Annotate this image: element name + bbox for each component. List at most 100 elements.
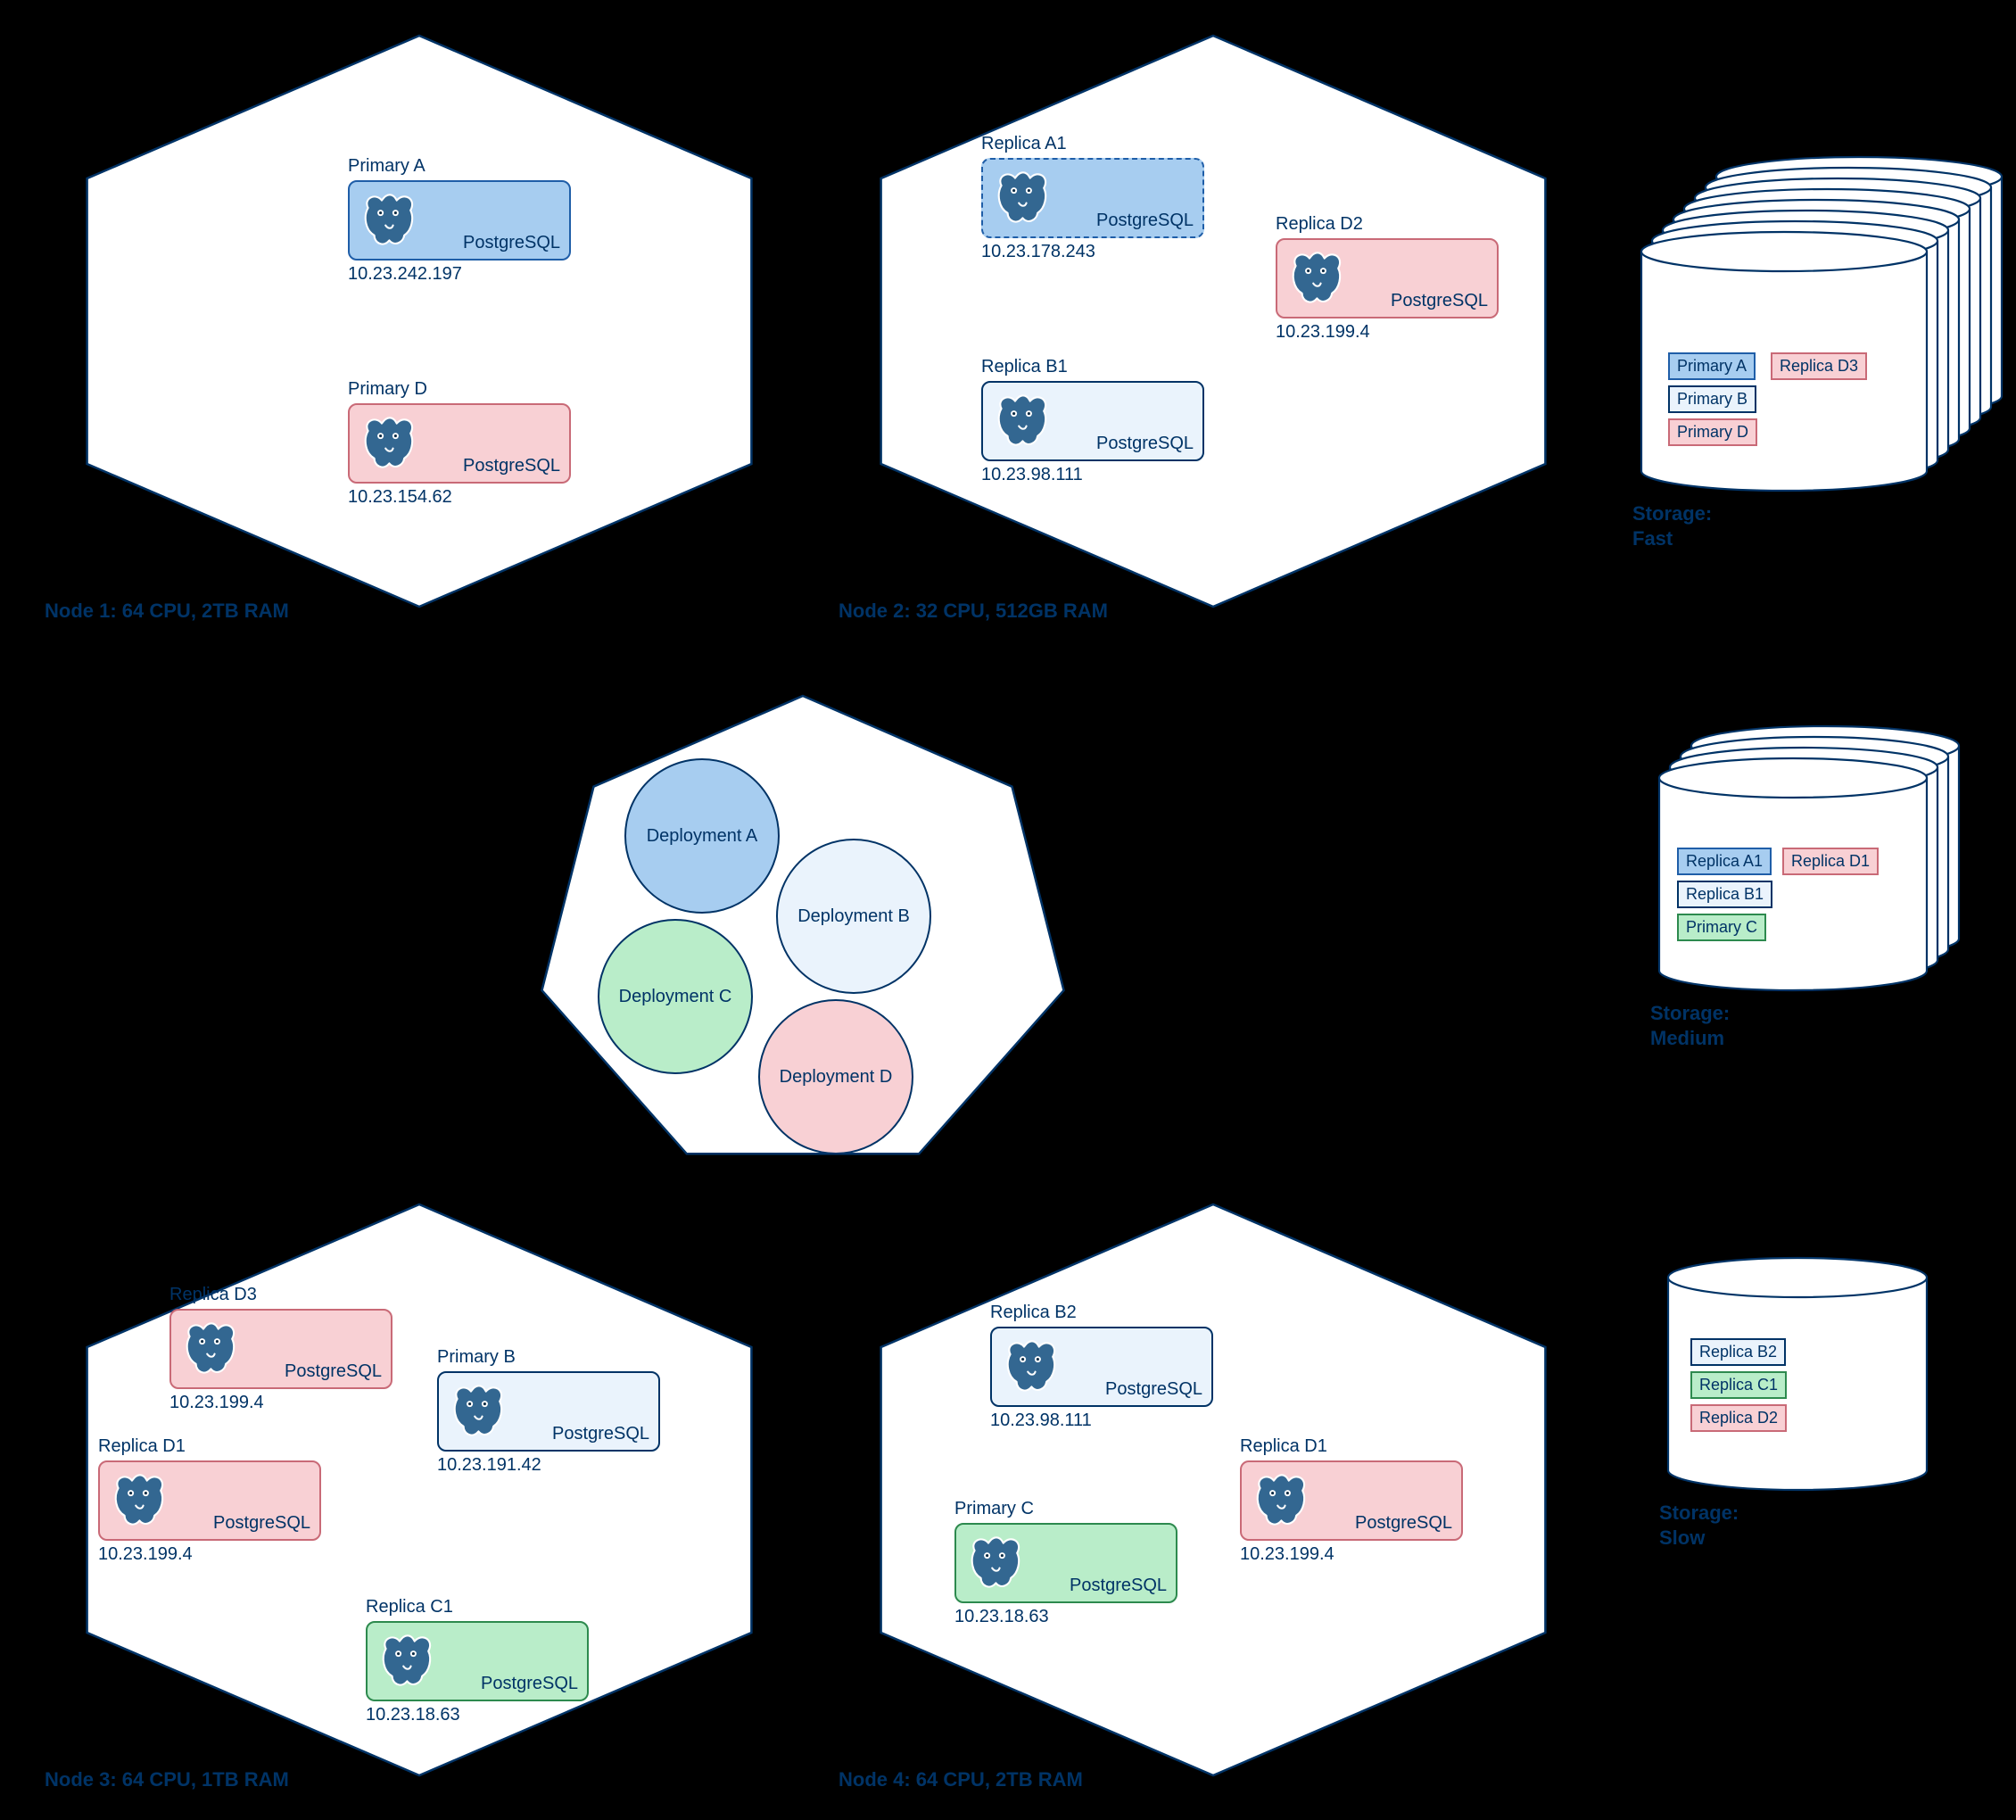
instance-box: PostgreSQL — [954, 1523, 1177, 1603]
storage-cylinder-top — [1668, 1258, 1927, 1297]
instance-engine-label: PostgreSQL — [1105, 1379, 1202, 1400]
instance-title: Primary A — [348, 156, 571, 177]
instance-box: PostgreSQL — [990, 1327, 1213, 1407]
instance-box: PostgreSQL — [169, 1309, 392, 1389]
postgresql-icon — [990, 167, 1053, 229]
instance-title: Replica D2 — [1276, 214, 1499, 235]
storage-cylinder-top — [1659, 758, 1927, 798]
instance-box: PostgreSQL — [348, 403, 571, 484]
db-instance: Primary C PostgreSQL 10.23.18.63 — [954, 1499, 1177, 1627]
instance-box: PostgreSQL — [1240, 1460, 1463, 1541]
instance-title: Primary C — [954, 1499, 1177, 1519]
postgresql-icon — [107, 1469, 169, 1532]
node-caption: Node 2: 32 CPU, 512GB RAM — [839, 600, 1108, 623]
db-instance: Primary D PostgreSQL 10.23.154.62 — [348, 379, 571, 508]
instance-ip: 10.23.178.243 — [981, 242, 1204, 262]
storage-label: Storage: Slow — [1659, 1501, 1739, 1550]
storage-label: Storage: Medium — [1650, 1001, 1730, 1050]
node-hexagon — [87, 36, 752, 607]
db-instance: Replica B2 PostgreSQL 10.23.98.111 — [990, 1303, 1213, 1431]
postgresql-icon — [446, 1380, 508, 1443]
storage-tag: Replica B2 — [1690, 1338, 1786, 1366]
instance-title: Replica C1 — [366, 1597, 589, 1617]
deployment-label: Deployment D — [780, 1067, 893, 1088]
instance-ip: 10.23.199.4 — [98, 1544, 321, 1565]
storage-tag: Replica A1 — [1677, 848, 1772, 875]
instance-box: PostgreSQL — [1276, 238, 1499, 318]
db-instance: Replica D1 PostgreSQL 10.23.199.4 — [1240, 1436, 1463, 1565]
storage-tag: Primary B — [1668, 385, 1756, 413]
db-instance: Replica C1 PostgreSQL 10.23.18.63 — [366, 1597, 589, 1725]
deployment-circle: Deployment B — [776, 839, 931, 994]
postgresql-icon — [357, 189, 419, 252]
postgresql-icon — [990, 390, 1053, 452]
instance-ip: 10.23.18.63 — [366, 1705, 589, 1725]
storage-label: Storage: Fast — [1632, 501, 1712, 550]
storage-tag: Replica D3 — [1771, 352, 1867, 380]
storage-tag: Replica D1 — [1782, 848, 1879, 875]
instance-box: PostgreSQL — [981, 158, 1204, 238]
instance-ip: 10.23.242.197 — [348, 264, 571, 285]
storage-tag: Primary D — [1668, 418, 1757, 446]
deployment-label: Deployment B — [797, 906, 910, 927]
instance-title: Replica D1 — [98, 1436, 321, 1457]
storage-tag: Replica B1 — [1677, 881, 1772, 908]
instance-box: PostgreSQL — [98, 1460, 321, 1541]
instance-engine-label: PostgreSQL — [1070, 1576, 1167, 1596]
instance-ip: 10.23.98.111 — [990, 1410, 1213, 1431]
instance-ip: 10.23.199.4 — [169, 1393, 392, 1413]
db-instance: Primary A PostgreSQL 10.23.242.197 — [348, 156, 571, 285]
postgresql-icon — [963, 1532, 1026, 1594]
instance-ip: 10.23.154.62 — [348, 487, 571, 508]
instance-title: Replica A1 — [981, 134, 1204, 154]
db-instance: Replica D1 PostgreSQL 10.23.199.4 — [98, 1436, 321, 1565]
postgresql-icon — [178, 1318, 241, 1380]
instance-engine-label: PostgreSQL — [213, 1513, 310, 1534]
instance-engine-label: PostgreSQL — [481, 1674, 578, 1694]
instance-box: PostgreSQL — [437, 1371, 660, 1452]
storage-tag: Replica D2 — [1690, 1404, 1787, 1432]
node-caption: Node 1: 64 CPU, 2TB RAM — [45, 600, 289, 623]
instance-title: Replica D1 — [1240, 1436, 1463, 1457]
postgresql-icon — [1285, 247, 1347, 310]
instance-title: Primary D — [348, 379, 571, 400]
instance-ip: 10.23.98.111 — [981, 465, 1204, 485]
instance-ip: 10.23.191.42 — [437, 1455, 660, 1476]
instance-box: PostgreSQL — [348, 180, 571, 261]
instance-title: Replica D3 — [169, 1285, 392, 1305]
storage-tag: Primary C — [1677, 914, 1766, 941]
deployment-circle: Deployment D — [758, 999, 913, 1154]
storage-cylinder-top — [1641, 232, 1927, 271]
deployment-label: Deployment A — [647, 826, 758, 847]
postgresql-icon — [999, 1336, 1062, 1398]
instance-engine-label: PostgreSQL — [552, 1424, 649, 1444]
instance-engine-label: PostgreSQL — [1355, 1513, 1452, 1534]
node-caption: Node 4: 64 CPU, 2TB RAM — [839, 1768, 1083, 1791]
postgresql-icon — [1249, 1469, 1311, 1532]
instance-engine-label: PostgreSQL — [463, 456, 560, 476]
instance-title: Replica B1 — [981, 357, 1204, 377]
instance-title: Replica B2 — [990, 1303, 1213, 1323]
db-instance: Primary B PostgreSQL 10.23.191.42 — [437, 1347, 660, 1476]
node-caption: Node 3: 64 CPU, 1TB RAM — [45, 1768, 289, 1791]
storage-tag: Replica C1 — [1690, 1371, 1787, 1399]
postgresql-icon — [357, 412, 419, 475]
instance-box: PostgreSQL — [366, 1621, 589, 1701]
instance-engine-label: PostgreSQL — [463, 233, 560, 253]
deployment-circle: Deployment A — [624, 758, 780, 914]
deployment-circle: Deployment C — [598, 919, 753, 1074]
instance-title: Primary B — [437, 1347, 660, 1368]
instance-engine-label: PostgreSQL — [1096, 211, 1194, 231]
db-instance: Replica D3 PostgreSQL 10.23.199.4 — [169, 1285, 392, 1413]
db-instance: Replica B1 PostgreSQL 10.23.98.111 — [981, 357, 1204, 485]
instance-engine-label: PostgreSQL — [1391, 291, 1488, 311]
deployment-label: Deployment C — [619, 987, 732, 1007]
db-instance: Replica A1 PostgreSQL 10.23.178.243 — [981, 134, 1204, 262]
storage-tag: Primary A — [1668, 352, 1756, 380]
postgresql-icon — [375, 1630, 437, 1692]
instance-ip: 10.23.199.4 — [1240, 1544, 1463, 1565]
instance-engine-label: PostgreSQL — [285, 1361, 382, 1382]
instance-engine-label: PostgreSQL — [1096, 434, 1194, 454]
instance-box: PostgreSQL — [981, 381, 1204, 461]
db-instance: Replica D2 PostgreSQL 10.23.199.4 — [1276, 214, 1499, 343]
